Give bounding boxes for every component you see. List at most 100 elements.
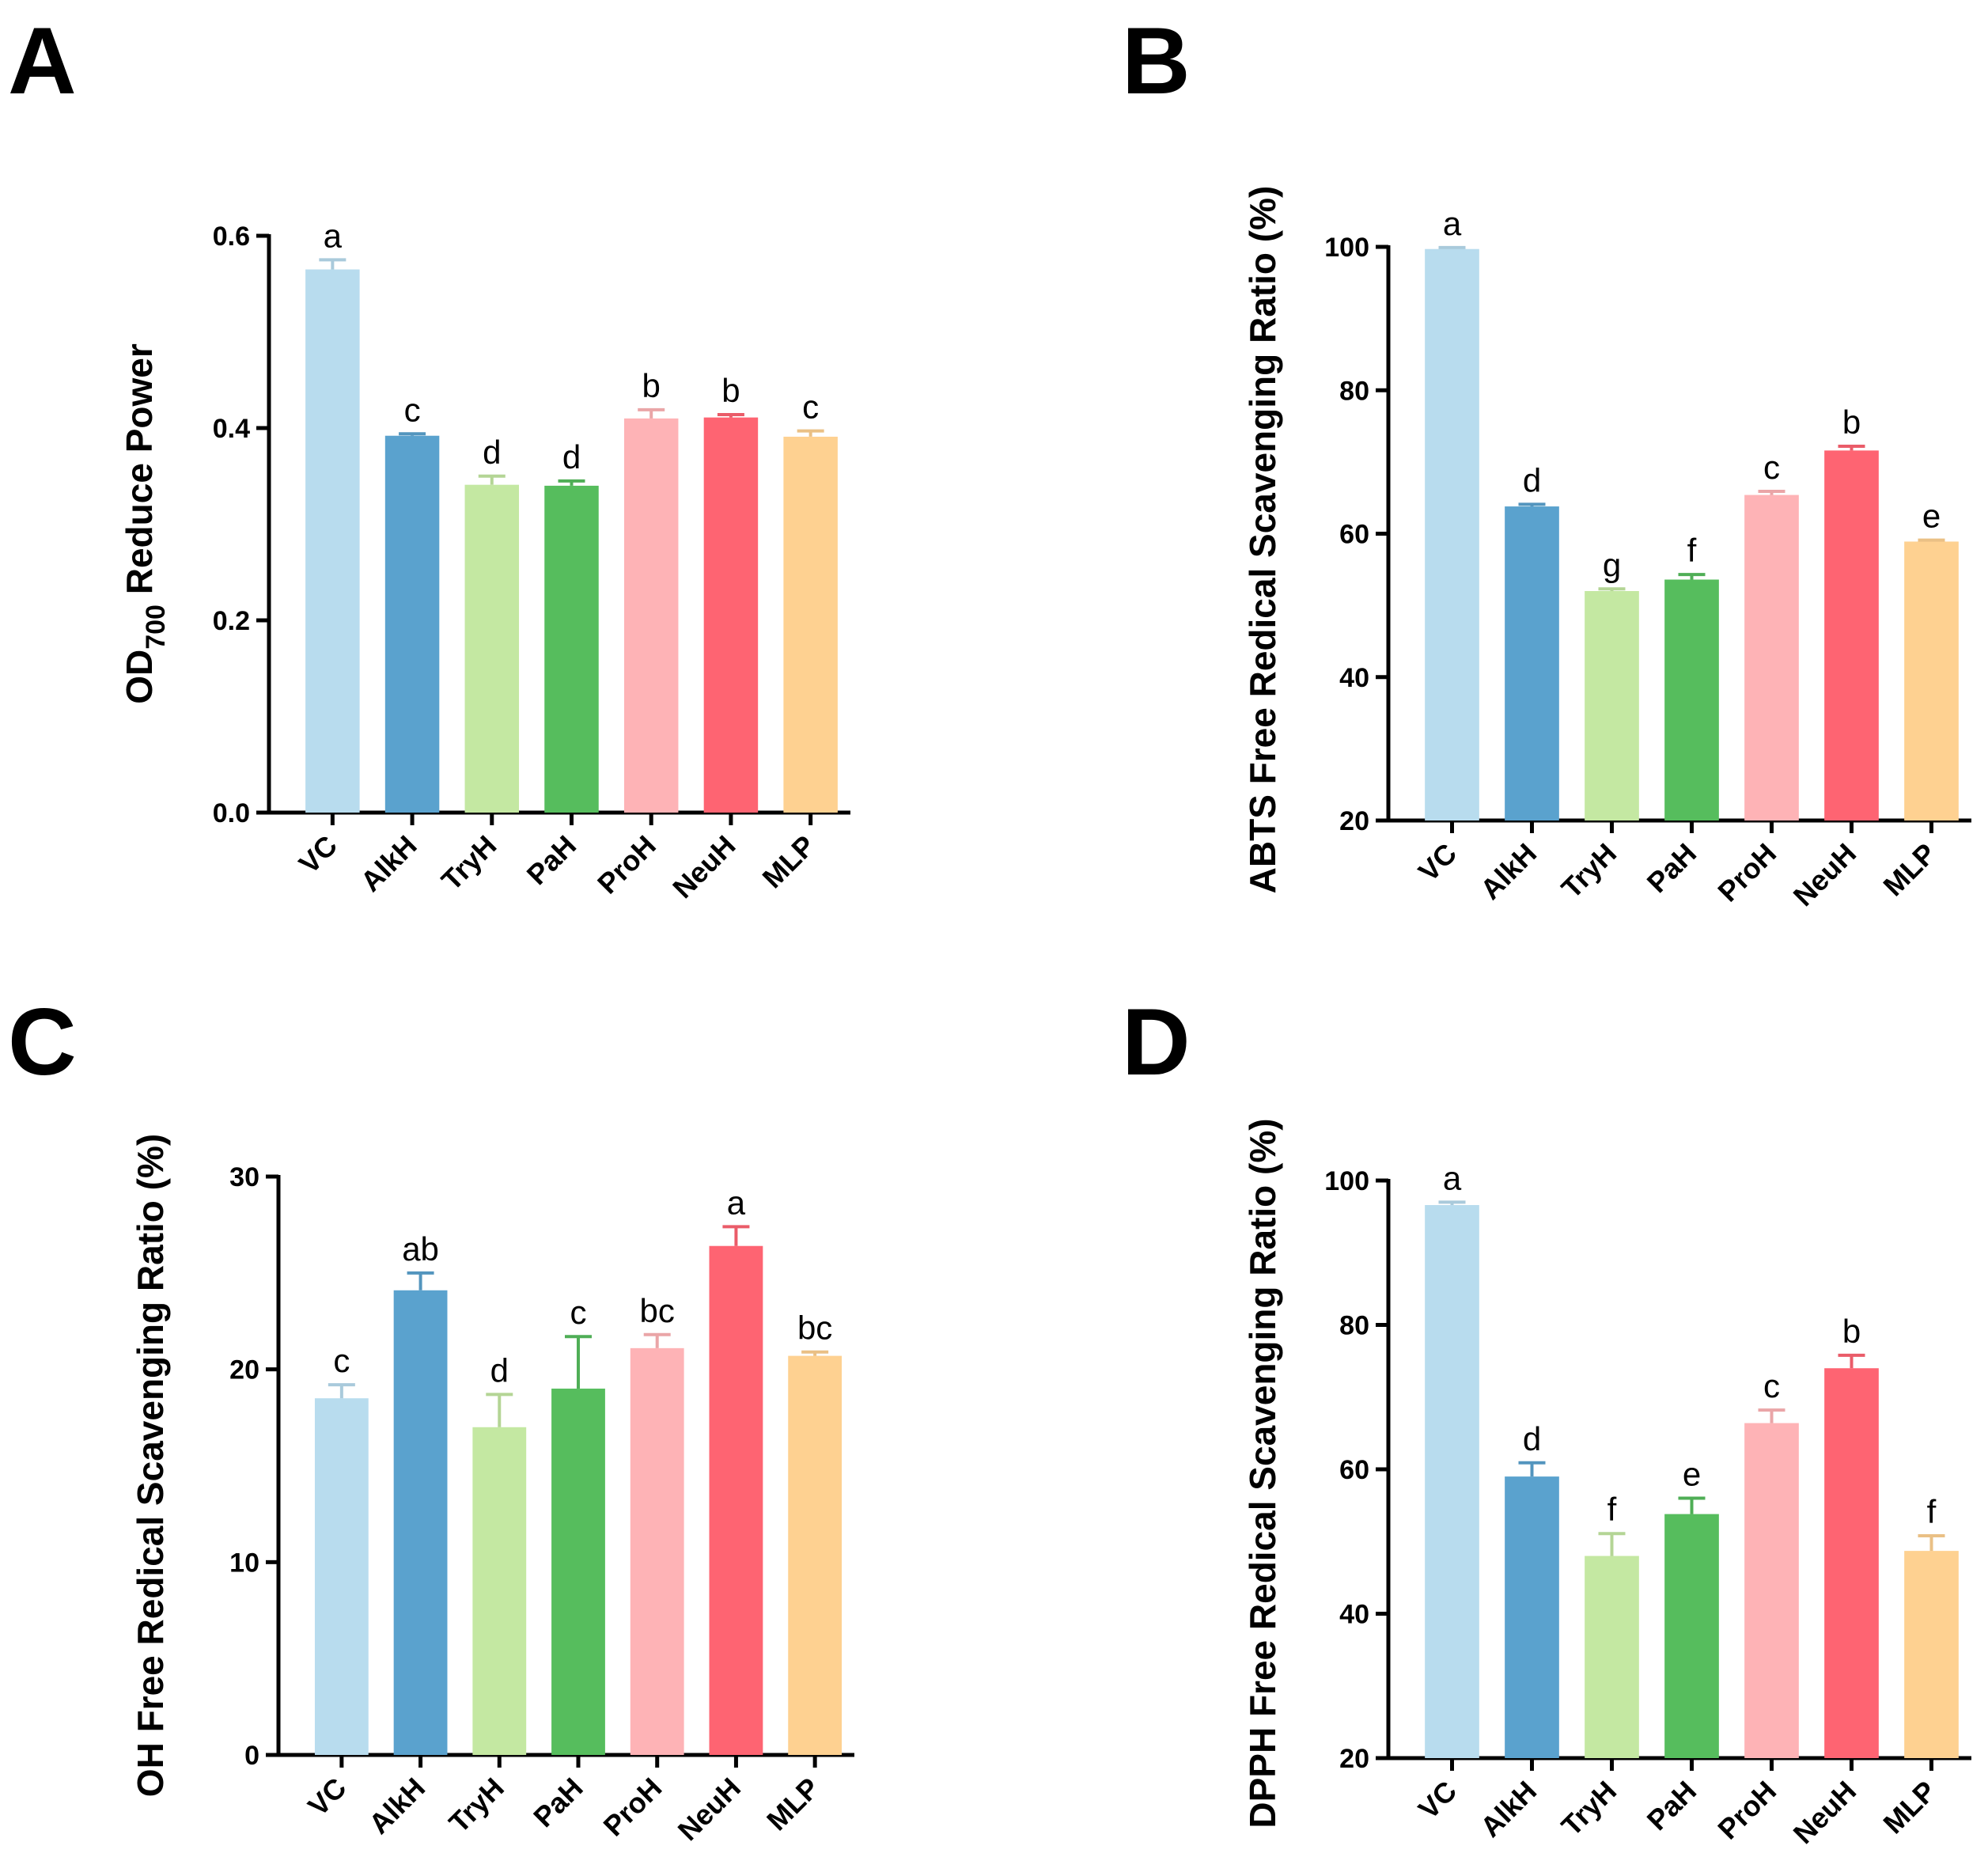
panel-d-y-axis-label: DPPH Free Redical Scavenging Ratio (%) xyxy=(1242,1118,1283,1828)
panel-a-bar-mlp xyxy=(783,436,838,813)
panel-b-error-bar-neuh xyxy=(1838,444,1865,451)
panel-c-ytick-label: 30 xyxy=(229,1162,259,1192)
panel-b-ytick-label: 100 xyxy=(1324,233,1369,263)
panel-a-xtick-label-neuh: NeuH xyxy=(666,829,741,904)
panel-d-error-bar-neuh xyxy=(1838,1353,1865,1369)
panel-b-error-bar-tryh xyxy=(1598,587,1626,591)
panel-d-ytick-label: 60 xyxy=(1339,1455,1369,1485)
panel-a-xtick-label-vc: VC xyxy=(293,829,343,880)
panel-b-xtick-label-tryh: TryH xyxy=(1555,837,1623,905)
panel-a-ytick-label: 0.0 xyxy=(213,798,250,828)
panel-b-bar-tryh xyxy=(1585,591,1639,821)
panel-b-error-bar-pah xyxy=(1678,573,1706,580)
panel-a-significance-alkh: c xyxy=(404,391,421,428)
panel-d-significance-alkh: d xyxy=(1523,1420,1541,1457)
panel-c-significance-vc: c xyxy=(333,1342,350,1379)
panel-b-ytick-label: 60 xyxy=(1339,520,1369,550)
panel-d-error-bar-pah xyxy=(1678,1496,1706,1514)
panel-c-error-bar-proh xyxy=(643,1332,671,1348)
panel-a-ytick-label: 0.2 xyxy=(213,606,250,636)
panel-b-xtick-label-pah: PaH xyxy=(1641,837,1703,900)
panel-b-bar-alkh xyxy=(1505,506,1559,821)
panel-a-significance-tryh: d xyxy=(483,434,501,471)
panel-c-xtick-label-proh: ProH xyxy=(597,1772,668,1843)
panel-b-bar-mlp xyxy=(1904,541,1959,821)
panel-d-xtick-label-mlp: MLP xyxy=(1876,1775,1942,1840)
panel-a-bar-alkh xyxy=(384,435,440,813)
panel-c-error-bar-alkh xyxy=(407,1271,434,1290)
panel-c-error-bar-mlp xyxy=(801,1350,829,1356)
panel-b-bar-vc xyxy=(1425,248,1479,821)
panel-c-significance-pah: c xyxy=(570,1294,587,1331)
panel-letter-c: C xyxy=(8,989,77,1095)
panel-a-error-bar-proh xyxy=(638,407,665,419)
panel-b-xtick-label-vc: VC xyxy=(1412,837,1463,888)
panel-c-bar-vc xyxy=(314,1398,369,1755)
panel-b-significance-pah: f xyxy=(1687,532,1697,569)
panel-d-ytick-label: 100 xyxy=(1324,1166,1369,1196)
panel-c-error-bar-vc xyxy=(328,1383,355,1399)
panel-d-xtick-label-neuh: NeuH xyxy=(1787,1775,1862,1850)
panel-c-significance-alkh: ab xyxy=(402,1230,439,1268)
panel-d-significance-vc: a xyxy=(1443,1159,1462,1196)
panel-a-y-axis-label: OD700 Reduce Power xyxy=(119,343,171,704)
panel-b-significance-proh: c xyxy=(1763,449,1780,486)
panel-a-significance-mlp: c xyxy=(802,388,819,426)
panel-d-error-bar-tryh xyxy=(1598,1532,1626,1556)
panel-d-significance-neuh: b xyxy=(1842,1313,1861,1350)
panel-b-significance-tryh: g xyxy=(1603,546,1621,583)
panel-a-xtick-label-tryh: TryH xyxy=(435,829,503,897)
panel-c-xtick-label-tryh: TryH xyxy=(442,1772,510,1840)
panel-c-significance-mlp: bc xyxy=(797,1309,832,1347)
panel-b-xtick-label-proh: ProH xyxy=(1711,837,1782,908)
panel-a-error-bar-vc xyxy=(319,258,346,270)
panel-a-ytick-label: 0.4 xyxy=(213,414,250,444)
panel-c-error-bar-neuh xyxy=(722,1225,750,1246)
panel-d-bar-tryh xyxy=(1585,1556,1639,1758)
panel-c-significance-proh: bc xyxy=(640,1292,675,1329)
panel-c-xtick-label-vc: VC xyxy=(301,1772,352,1822)
panel-c-bar-proh xyxy=(630,1347,684,1755)
panel-d-ytick-label: 40 xyxy=(1339,1600,1369,1630)
panel-b-significance-neuh: b xyxy=(1842,404,1861,441)
panel-a-error-bar-tryh xyxy=(478,474,506,485)
panel-a-error-bar-mlp xyxy=(797,429,824,437)
panel-a-bar-neuh xyxy=(703,417,759,813)
panel-a-significance-pah: d xyxy=(562,438,581,476)
panel-c-xtick-label-pah: PaH xyxy=(527,1772,589,1834)
panel-c-bar-alkh xyxy=(393,1290,448,1755)
panel-a-chart: 0.0 0.2 0.4 0.6 OD700 Reduce Power a VC c AlkH d T… xyxy=(119,217,850,904)
panel-d-bar-alkh xyxy=(1505,1476,1559,1758)
panel-d-bar-pah xyxy=(1664,1514,1719,1758)
panel-a-significance-vc: a xyxy=(324,217,343,254)
panel-c-xtick-label-neuh: NeuH xyxy=(672,1772,747,1847)
panel-b-error-bar-mlp xyxy=(1918,538,1945,542)
panel-b-xtick-label-mlp: MLP xyxy=(1876,837,1942,903)
panel-c-ytick-label: 20 xyxy=(229,1355,259,1385)
panel-c-chart: 0 10 20 30 OH Free Redical Scavenging Ratio … xyxy=(130,1134,854,1847)
panel-b-ytick-label: 40 xyxy=(1339,663,1369,693)
panel-c-ytick-label: 0 xyxy=(244,1741,259,1771)
panel-a-bar-vc xyxy=(305,269,360,813)
panel-c-error-bar-pah xyxy=(565,1335,592,1389)
panel-a-error-bar-neuh xyxy=(717,412,744,418)
panel-d-xtick-label-pah: PaH xyxy=(1641,1775,1703,1837)
panel-c-error-bar-tryh xyxy=(486,1393,513,1427)
panel-d-xtick-label-vc: VC xyxy=(1412,1775,1463,1825)
panel-d-ytick-label: 20 xyxy=(1339,1744,1369,1774)
panel-d-error-bar-vc xyxy=(1438,1200,1466,1206)
panel-b-xtick-label-neuh: NeuH xyxy=(1787,837,1862,912)
panel-b-chart: 20 40 60 80 100 ABTS Free Redical Scavenging … xyxy=(1242,186,1971,912)
panel-a-significance-proh: b xyxy=(642,367,661,404)
panel-c-xtick-label-alkh: AlkH xyxy=(362,1772,431,1840)
panel-a-error-bar-pah xyxy=(558,479,585,486)
panel-a-error-bar-alkh xyxy=(399,432,426,436)
panel-d-xtick-label-alkh: AlkH xyxy=(1474,1775,1543,1844)
panel-b-significance-vc: a xyxy=(1443,205,1462,242)
panel-b-significance-mlp: e xyxy=(1922,498,1941,535)
panel-b-error-bar-proh xyxy=(1758,490,1785,495)
panel-a-xtick-label-mlp: MLP xyxy=(756,829,822,895)
panel-d-error-bar-alkh xyxy=(1518,1461,1546,1477)
panel-d-significance-mlp: f xyxy=(1927,1493,1937,1530)
